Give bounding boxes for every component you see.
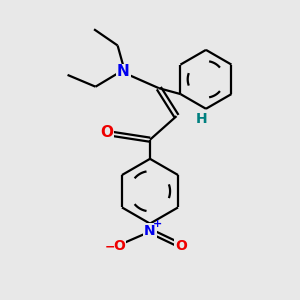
Text: N: N	[117, 64, 130, 80]
Text: −: −	[105, 241, 116, 254]
Text: O: O	[100, 125, 113, 140]
Text: O: O	[113, 239, 125, 253]
Text: H: H	[196, 112, 207, 126]
Text: +: +	[153, 220, 162, 230]
Text: N: N	[144, 224, 156, 238]
Text: O: O	[175, 239, 187, 253]
